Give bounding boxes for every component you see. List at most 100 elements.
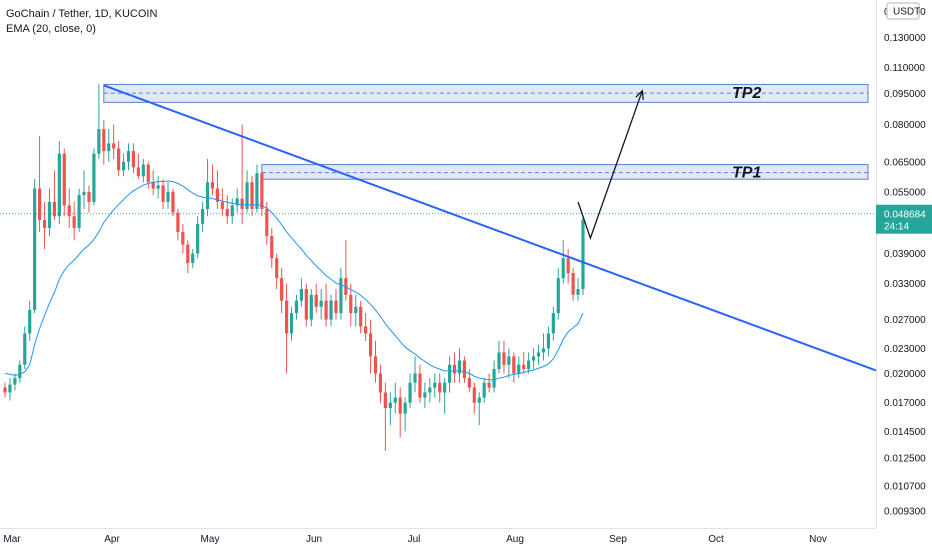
candle-body [561, 258, 565, 279]
candle-body [176, 212, 180, 232]
price-tick-label: 0.027000 [884, 315, 926, 326]
chart-header: GoChain / Tether, 1D, KUCOIN EMA (20, cl… [6, 7, 157, 37]
candle [319, 289, 323, 320]
price-tick-label: 0.039000 [884, 249, 926, 260]
price-tick-label: 0.014500 [884, 427, 926, 438]
candle-body [240, 198, 244, 209]
price-tick-label: 0.010700 [884, 481, 926, 492]
candle [52, 170, 56, 221]
candle [408, 373, 412, 409]
price-tick-label: 0.033000 [884, 279, 926, 290]
candle-body [556, 278, 560, 314]
candle [299, 278, 303, 307]
candle [428, 378, 432, 403]
candle-body [23, 333, 27, 365]
currency-label[interactable]: USDT [886, 2, 920, 20]
candle-body [319, 300, 323, 307]
candle-body [18, 364, 22, 379]
projection-arrow[interactable] [577, 90, 643, 241]
candle [156, 176, 160, 199]
price-tick-label: 0.020000 [884, 369, 926, 380]
candle-body [151, 182, 155, 189]
time-tick-label: Oct [708, 534, 724, 545]
candle [354, 294, 358, 327]
candle-body [408, 382, 412, 403]
candle-body [507, 356, 511, 365]
candle [171, 188, 175, 217]
candle-body [482, 382, 486, 398]
candle [196, 216, 200, 259]
indicator-label[interactable]: EMA (20, close, 0) [6, 23, 96, 35]
candle-body [354, 306, 358, 314]
candle-body [97, 129, 101, 154]
candle [205, 159, 210, 217]
candle [413, 356, 417, 393]
candle-body [294, 300, 299, 314]
candle-body [551, 313, 555, 334]
candle [8, 378, 12, 401]
candle [314, 283, 318, 314]
price-tick-label: 0.080000 [884, 120, 926, 131]
time-axis[interactable]: Mar Apr May Jun Jul Aug Sep Oct Nov [3, 534, 827, 545]
candle-body [77, 195, 81, 228]
candle [57, 140, 61, 224]
candle-body [388, 402, 392, 409]
descending-trendline[interactable] [103, 84, 877, 372]
candle [433, 373, 437, 398]
time-tick-label: Jun [306, 534, 322, 545]
candle-body [42, 220, 47, 228]
time-tick-label: Mar [3, 534, 21, 545]
price-axis[interactable]: 0.1500000.1300000.1100000.0950000.080000… [876, 2, 932, 518]
candle [136, 153, 140, 180]
candle [334, 289, 338, 320]
candle [556, 267, 560, 320]
candle [551, 306, 555, 341]
candle [102, 120, 106, 165]
candle-body [117, 148, 121, 171]
candle-body [531, 356, 536, 361]
candle [72, 201, 76, 241]
price-tick-label: 0.065000 [884, 157, 926, 168]
price-tick-label: 0.055000 [884, 187, 926, 198]
candle [210, 164, 215, 196]
candle [304, 283, 308, 327]
candle [230, 198, 234, 224]
candle-body [52, 201, 56, 217]
candle-body [477, 397, 481, 403]
candle-body [265, 208, 269, 237]
candle [265, 201, 269, 245]
candle [527, 352, 531, 374]
candle [517, 356, 521, 379]
candle [324, 283, 328, 327]
candle-body [527, 360, 531, 370]
candle [418, 364, 422, 403]
candle [403, 397, 407, 432]
candle-body [334, 300, 338, 314]
candle [512, 352, 516, 383]
candle [275, 253, 279, 290]
candle [141, 159, 145, 183]
candle [235, 188, 239, 213]
candle [33, 179, 37, 314]
candle-body [220, 201, 224, 209]
candle [482, 378, 486, 403]
candle-body [57, 153, 61, 217]
time-tick-label: Sep [609, 534, 627, 545]
candle [37, 136, 42, 232]
candle-body [161, 185, 165, 202]
tp2-label: TP2 [732, 85, 761, 102]
currency-text: USDT [893, 7, 920, 18]
candle-body [107, 143, 111, 152]
symbol-title[interactable]: GoChain / Tether, 1D, KUCOIN [6, 8, 158, 20]
candle-body [349, 294, 353, 314]
candle [329, 294, 333, 327]
price-tick-label: 0.110000 [884, 63, 925, 74]
candle [166, 182, 170, 209]
currency-box [886, 2, 920, 20]
candle-body [324, 300, 328, 320]
drawings: TP2 TP1 [103, 84, 877, 372]
candle-body [235, 198, 239, 206]
candle-body [314, 294, 318, 307]
